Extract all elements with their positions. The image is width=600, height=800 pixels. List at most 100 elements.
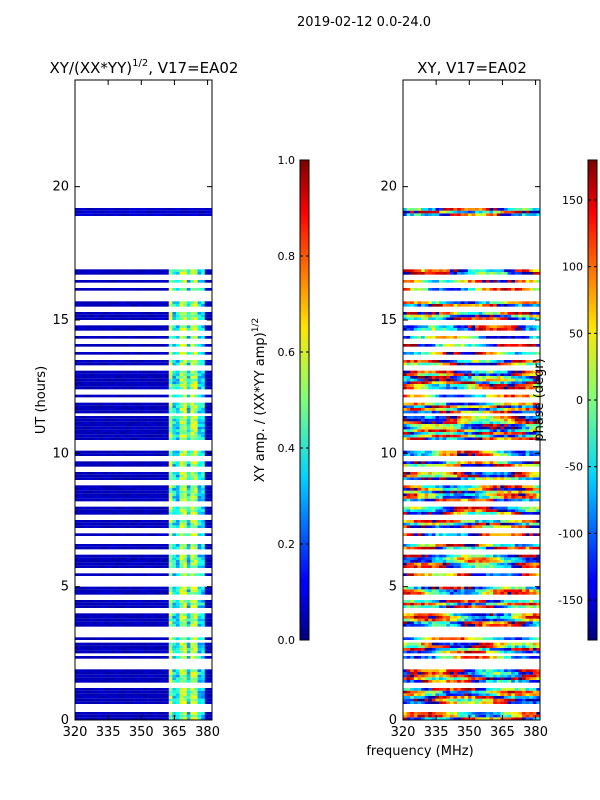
phase-cell <box>442 674 447 678</box>
amplitude-cell <box>201 426 206 430</box>
amplitude-cell <box>197 573 202 576</box>
amplitude-cell <box>150 618 155 622</box>
phase-cell <box>449 616 454 619</box>
amplitude-cell <box>139 429 144 432</box>
amplitude-cell <box>114 477 119 480</box>
phase-cell <box>453 613 458 616</box>
phase-cell <box>464 616 469 619</box>
amplitude-cell <box>179 621 184 624</box>
amplitude-cell <box>147 384 152 387</box>
amplitude-cell <box>100 477 105 480</box>
amplitude-cell <box>82 669 87 672</box>
amplitude-cell <box>186 362 191 366</box>
amplitude-cell <box>204 688 209 691</box>
amplitude-cell <box>168 477 173 480</box>
amplitude-cell <box>147 680 152 683</box>
amplitude-cell <box>157 474 162 478</box>
amplitude-cell <box>129 562 133 566</box>
amplitude-cell <box>100 434 105 438</box>
phase-cell <box>417 618 422 622</box>
amplitude-cell <box>201 656 206 659</box>
phase-cell <box>485 624 490 627</box>
amplitude-cell <box>132 485 137 488</box>
phase-cell <box>410 645 415 648</box>
amplitude-cell <box>193 418 198 422</box>
amplitude-cell <box>121 714 126 718</box>
amplitude-cell <box>103 317 108 320</box>
amplitude-cell <box>165 624 170 627</box>
amplitude-cell <box>183 344 188 347</box>
amplitude-cell <box>201 421 206 424</box>
amplitude-cell <box>154 301 159 304</box>
amplitude-cell <box>103 418 108 422</box>
amplitude-cell <box>78 714 83 718</box>
amplitude-cell <box>168 509 173 512</box>
amplitude-cell <box>208 416 212 419</box>
phase-cell <box>532 677 537 680</box>
amplitude-cell <box>107 488 112 491</box>
amplitude-cell <box>125 424 130 427</box>
amplitude-cell <box>114 376 119 379</box>
amplitude-cell <box>201 496 206 499</box>
amplitude-cell <box>150 370 155 374</box>
phase-cell <box>496 618 501 622</box>
amplitude-cell <box>190 693 195 696</box>
phase-cell <box>431 688 436 691</box>
amplitude-cell <box>93 421 97 424</box>
amplitude-cell <box>136 301 141 304</box>
amplitude-cell <box>125 520 130 523</box>
phase-cell <box>518 677 523 680</box>
amplitude-cell <box>161 325 166 328</box>
phase-cell <box>413 696 418 699</box>
amplitude-cell <box>186 325 191 328</box>
amplitude-cell <box>208 509 212 512</box>
phase-cell <box>467 602 472 606</box>
amplitude-cell <box>204 618 209 622</box>
amplitude-cell <box>204 496 209 499</box>
amplitude-cell <box>147 408 152 411</box>
amplitude-cell <box>139 496 144 499</box>
amplitude-cell <box>100 408 105 411</box>
amplitude-cell <box>139 698 144 702</box>
amplitude-cell <box>172 669 177 672</box>
phase-cell <box>525 698 530 702</box>
amplitude-cell <box>172 490 177 494</box>
amplitude-cell <box>168 370 173 374</box>
amplitude-cell <box>93 450 97 454</box>
amplitude-cell <box>168 434 173 438</box>
amplitude-cell <box>100 600 105 603</box>
amplitude-cell <box>175 461 180 464</box>
amplitude-cell <box>183 690 188 694</box>
amplitude-cell <box>96 488 101 491</box>
amplitude-cell <box>111 677 115 680</box>
amplitude-cell <box>121 533 126 536</box>
amplitude-cell <box>100 461 105 464</box>
amplitude-cell <box>96 690 101 694</box>
amplitude-cell <box>193 381 198 384</box>
amplitude-cell <box>165 325 170 328</box>
phase-cell <box>439 677 443 680</box>
amplitude-cell <box>75 645 79 648</box>
phase-cell <box>475 698 480 702</box>
amplitude-cell <box>103 352 108 355</box>
amplitude-cell <box>157 416 162 419</box>
amplitude-cell <box>150 586 155 590</box>
amplitude-cell <box>147 328 152 331</box>
amplitude-cell <box>179 613 184 616</box>
amplitude-cell <box>114 656 119 659</box>
amplitude-cell <box>121 677 126 680</box>
amplitude-cell <box>78 565 83 568</box>
amplitude-cell <box>165 373 170 376</box>
amplitude-cell <box>172 362 177 366</box>
phase-cell <box>403 650 407 654</box>
amplitude-cell <box>111 602 115 606</box>
phase-cell <box>471 674 476 678</box>
amplitude-cell <box>186 429 191 432</box>
phase-cell <box>475 637 480 640</box>
amplitude-cell <box>161 554 166 558</box>
amplitude-cell <box>147 386 152 390</box>
amplitude-cell <box>193 426 198 430</box>
amplitude-cell <box>82 522 87 526</box>
phase-cell <box>496 677 501 680</box>
amplitude-cell <box>129 362 133 366</box>
